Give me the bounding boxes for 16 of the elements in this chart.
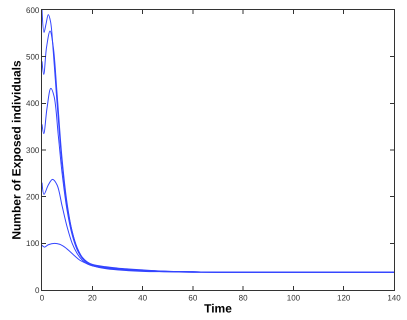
x-tick-label: 20 bbox=[88, 294, 98, 303]
y-tick-label: 500 bbox=[26, 52, 40, 62]
y-tick-label: 100 bbox=[26, 239, 40, 248]
y-tick-label: 300 bbox=[26, 146, 40, 155]
x-tick-label: 120 bbox=[337, 294, 351, 303]
y-tick-label: 600 bbox=[26, 6, 40, 15]
x-tick-label: 40 bbox=[138, 294, 148, 303]
y-tick-label: 0 bbox=[34, 286, 40, 295]
y-tick-label: 200 bbox=[26, 192, 40, 202]
x-tick-label: 80 bbox=[238, 294, 248, 303]
x-tick-label: 100 bbox=[286, 294, 301, 303]
y-tick-label: 400 bbox=[26, 99, 40, 108]
x-tick-label: 60 bbox=[188, 294, 198, 303]
x-axis-title: Time bbox=[204, 302, 232, 316]
x-tick-label: 140 bbox=[387, 294, 402, 303]
y-axis-title: Number of Exposed individuals bbox=[9, 60, 24, 240]
